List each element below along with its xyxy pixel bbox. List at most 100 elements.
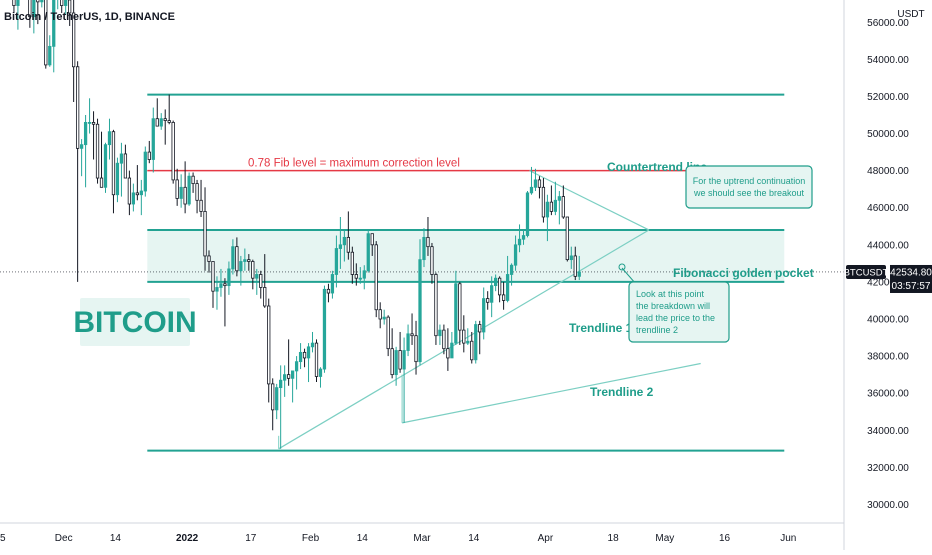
- candle[interactable]: [107, 118, 112, 160]
- candle[interactable]: [366, 229, 370, 273]
- candle[interactable]: [330, 270, 335, 299]
- candle[interactable]: [12, 0, 16, 13]
- candle[interactable]: [183, 161, 187, 214]
- candle[interactable]: [362, 265, 366, 290]
- candle[interactable]: [410, 313, 414, 345]
- candle[interactable]: [310, 331, 315, 353]
- candle[interactable]: [545, 194, 550, 242]
- candle[interactable]: [398, 331, 402, 373]
- candle[interactable]: [338, 216, 343, 269]
- candle[interactable]: [513, 235, 518, 271]
- candle[interactable]: [99, 131, 104, 188]
- candle[interactable]: [187, 172, 191, 206]
- candle[interactable]: [40, 0, 44, 8]
- candle[interactable]: [64, 0, 68, 15]
- candle[interactable]: [79, 139, 84, 177]
- candle[interactable]: [342, 229, 347, 262]
- candle[interactable]: [418, 239, 422, 366]
- candle[interactable]: [306, 343, 311, 383]
- candle[interactable]: [195, 179, 199, 214]
- candle[interactable]: [553, 181, 558, 216]
- candle[interactable]: [466, 328, 470, 345]
- candle[interactable]: [167, 94, 171, 125]
- trendline-trendline-2[interactable]: [401, 362, 701, 424]
- candle[interactable]: [402, 337, 406, 423]
- candle[interactable]: [75, 61, 80, 282]
- candle[interactable]: [32, 0, 36, 34]
- candle[interactable]: [478, 320, 482, 355]
- candle[interactable]: [517, 224, 522, 253]
- candle[interactable]: [358, 267, 362, 284]
- candle[interactable]: [87, 98, 92, 134]
- candle[interactable]: [326, 283, 331, 303]
- candle[interactable]: [505, 255, 510, 303]
- candle[interactable]: [577, 255, 581, 281]
- candle[interactable]: [322, 285, 327, 373]
- candle[interactable]: [175, 168, 179, 206]
- candle[interactable]: [569, 246, 573, 269]
- candle[interactable]: [255, 268, 259, 295]
- candle[interactable]: [72, 0, 76, 103]
- candle[interactable]: [549, 185, 554, 216]
- candle[interactable]: [450, 331, 454, 359]
- candle[interactable]: [60, 0, 64, 13]
- candle[interactable]: [95, 118, 100, 184]
- candle[interactable]: [231, 239, 235, 275]
- candle[interactable]: [406, 324, 410, 357]
- candle[interactable]: [521, 229, 526, 245]
- candle[interactable]: [561, 185, 565, 219]
- candle[interactable]: [302, 348, 307, 368]
- candle[interactable]: [52, 0, 56, 73]
- candle[interactable]: [497, 276, 502, 303]
- candle[interactable]: [203, 187, 207, 271]
- candle[interactable]: [446, 328, 450, 371]
- candle[interactable]: [115, 157, 120, 203]
- candle[interactable]: [271, 378, 275, 431]
- candle[interactable]: [83, 114, 88, 188]
- candle[interactable]: [56, 0, 59, 10]
- candle[interactable]: [557, 191, 561, 225]
- candle[interactable]: [111, 129, 116, 214]
- candle[interactable]: [474, 320, 478, 364]
- candle[interactable]: [394, 346, 398, 386]
- candle[interactable]: [263, 254, 267, 308]
- candle[interactable]: [482, 287, 486, 340]
- candle[interactable]: [251, 259, 255, 290]
- candle[interactable]: [490, 276, 494, 318]
- candle[interactable]: [44, 0, 48, 69]
- candle[interactable]: [501, 281, 506, 310]
- candle[interactable]: [462, 315, 466, 353]
- candle[interactable]: [119, 142, 124, 197]
- candle[interactable]: [179, 174, 183, 208]
- candle[interactable]: [211, 261, 215, 308]
- candle[interactable]: [235, 237, 239, 277]
- candle[interactable]: [259, 270, 263, 299]
- candle[interactable]: [382, 309, 386, 325]
- candle[interactable]: [442, 324, 446, 355]
- candle[interactable]: [239, 255, 243, 286]
- time-axis[interactable]: 15 Dec 14 2022 17 Feb 14 Mar 14 Apr 18 May 16 Jun: [0, 522, 844, 544]
- candle[interactable]: [36, 0, 40, 25]
- candle[interactable]: [219, 268, 223, 297]
- candle[interactable]: [171, 120, 175, 184]
- candle[interactable]: [147, 140, 151, 164]
- candle[interactable]: [223, 278, 227, 327]
- candle[interactable]: [434, 272, 438, 345]
- candle[interactable]: [370, 233, 374, 256]
- candle[interactable]: [378, 302, 382, 329]
- candle[interactable]: [279, 365, 283, 449]
- candle[interactable]: [127, 170, 132, 216]
- candle[interactable]: [318, 367, 323, 388]
- candle[interactable]: [386, 315, 390, 357]
- candle[interactable]: [414, 320, 418, 375]
- candle[interactable]: [143, 146, 147, 197]
- candle[interactable]: [334, 235, 339, 288]
- candle[interactable]: [509, 263, 514, 286]
- candle[interactable]: [135, 165, 139, 201]
- candle[interactable]: [243, 248, 247, 271]
- candle[interactable]: [207, 250, 211, 273]
- candle[interactable]: [199, 179, 203, 217]
- candle[interactable]: [314, 339, 319, 383]
- candle[interactable]: [537, 176, 542, 199]
